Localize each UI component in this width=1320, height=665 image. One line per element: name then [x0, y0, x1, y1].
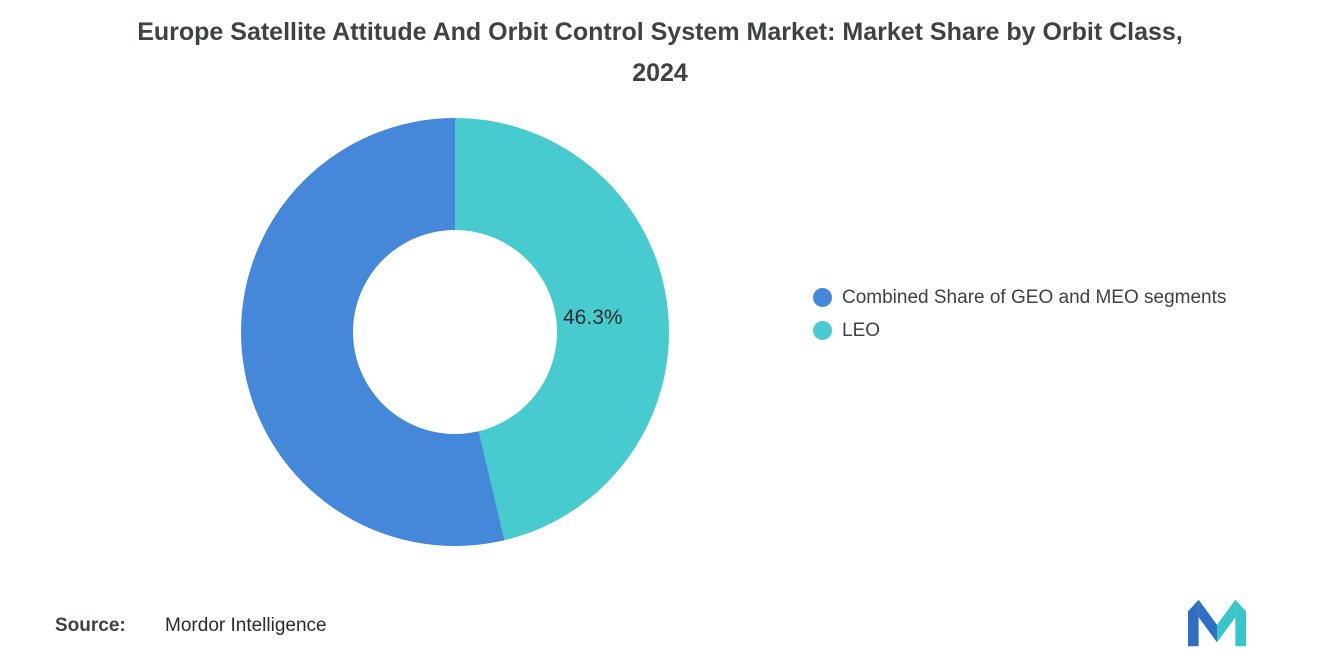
donut-hole: [353, 230, 557, 434]
legend-item-leo: LEO: [813, 318, 1226, 343]
donut-data-label: 46.3%: [563, 306, 623, 329]
legend: Combined Share of GEO and MEO segments L…: [813, 285, 1226, 351]
legend-label-leo: LEO: [842, 319, 881, 341]
legend-swatch-geo-meo-icon: [813, 288, 832, 307]
page-title: Europe Satellite Attitude And Orbit Cont…: [137, 18, 1183, 87]
mordor-intelligence-logo-icon: [1188, 599, 1246, 647]
legend-swatch-leo-icon: [813, 321, 832, 340]
source-row: Source: Mordor Intelligence: [55, 615, 327, 637]
donut-chart: [241, 118, 669, 546]
source-label: Source:: [55, 615, 126, 636]
legend-label-geo-meo: Combined Share of GEO and MEO segments: [842, 286, 1227, 308]
source-value: Mordor Intelligence: [165, 615, 327, 636]
legend-item-geo-meo: Combined Share of GEO and MEO segments: [813, 285, 1226, 310]
